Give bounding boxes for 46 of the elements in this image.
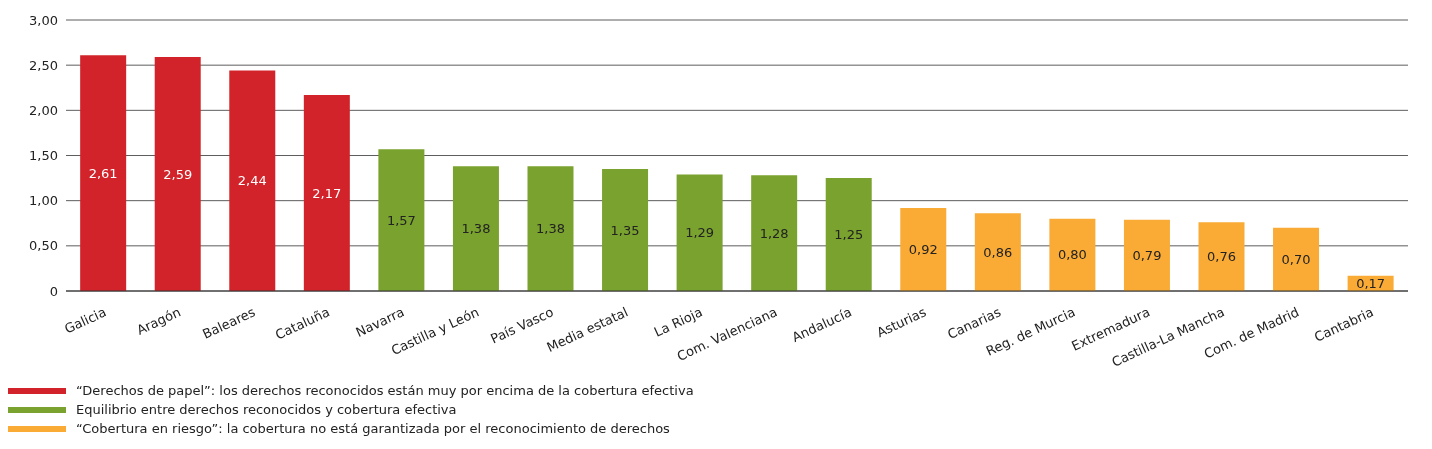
data-label: 2,59 <box>163 166 193 182</box>
legend-label: “Cobertura en riesgo”: la cobertura no está garantizada por el reconocimiento de derechos <box>76 421 670 436</box>
y-tick-label: 0 <box>49 283 58 299</box>
bar <box>378 149 425 291</box>
data-label: 0,86 <box>983 244 1013 260</box>
y-tick-label: 0,50 <box>29 238 58 254</box>
data-label: 1,35 <box>610 222 640 238</box>
data-label: 0,80 <box>1057 247 1087 263</box>
x-tick-label: La Rioja <box>651 304 705 340</box>
bar <box>1198 222 1245 291</box>
bar <box>80 55 127 291</box>
bar <box>1049 218 1096 291</box>
data-label: 1,57 <box>386 212 416 228</box>
legend-label: “Derechos de papel”: los derechos reconocidos están muy por encima de la cobertura efectiva <box>76 383 694 398</box>
data-label: 1,25 <box>834 227 864 243</box>
y-tick-label: 2,00 <box>29 102 58 118</box>
bar <box>452 166 499 291</box>
data-label: 0,79 <box>1132 247 1162 263</box>
data-label: 0,76 <box>1207 249 1236 265</box>
bar <box>974 213 1021 291</box>
bar <box>1273 227 1320 291</box>
data-label: 0,17 <box>1356 275 1386 291</box>
bar <box>602 169 649 291</box>
bar <box>154 57 201 291</box>
data-label: 2,61 <box>88 165 118 181</box>
data-label: 1,38 <box>461 221 491 237</box>
bar <box>900 207 947 291</box>
data-label: 1,29 <box>685 225 715 241</box>
bar <box>751 175 798 291</box>
y-tick-label: 3,00 <box>29 12 58 28</box>
bar <box>1123 219 1170 291</box>
data-label: 0,70 <box>1281 252 1311 267</box>
bar <box>527 166 574 291</box>
data-label: 1,28 <box>759 225 789 241</box>
data-label: 2,44 <box>237 173 267 189</box>
bar <box>825 178 872 291</box>
bar <box>676 174 723 291</box>
data-label: 0,92 <box>908 242 938 258</box>
data-label: 2,17 <box>312 185 342 201</box>
bar <box>303 94 350 291</box>
y-tick-label: 1,50 <box>29 148 58 164</box>
legend-label: Equilibrio entre derechos reconocidos y cobertura efectiva <box>76 402 457 417</box>
data-label: 1,38 <box>536 221 565 237</box>
y-tick-label: 1,00 <box>29 193 58 209</box>
y-tick-label: 2,50 <box>29 57 58 73</box>
bar <box>229 70 276 291</box>
